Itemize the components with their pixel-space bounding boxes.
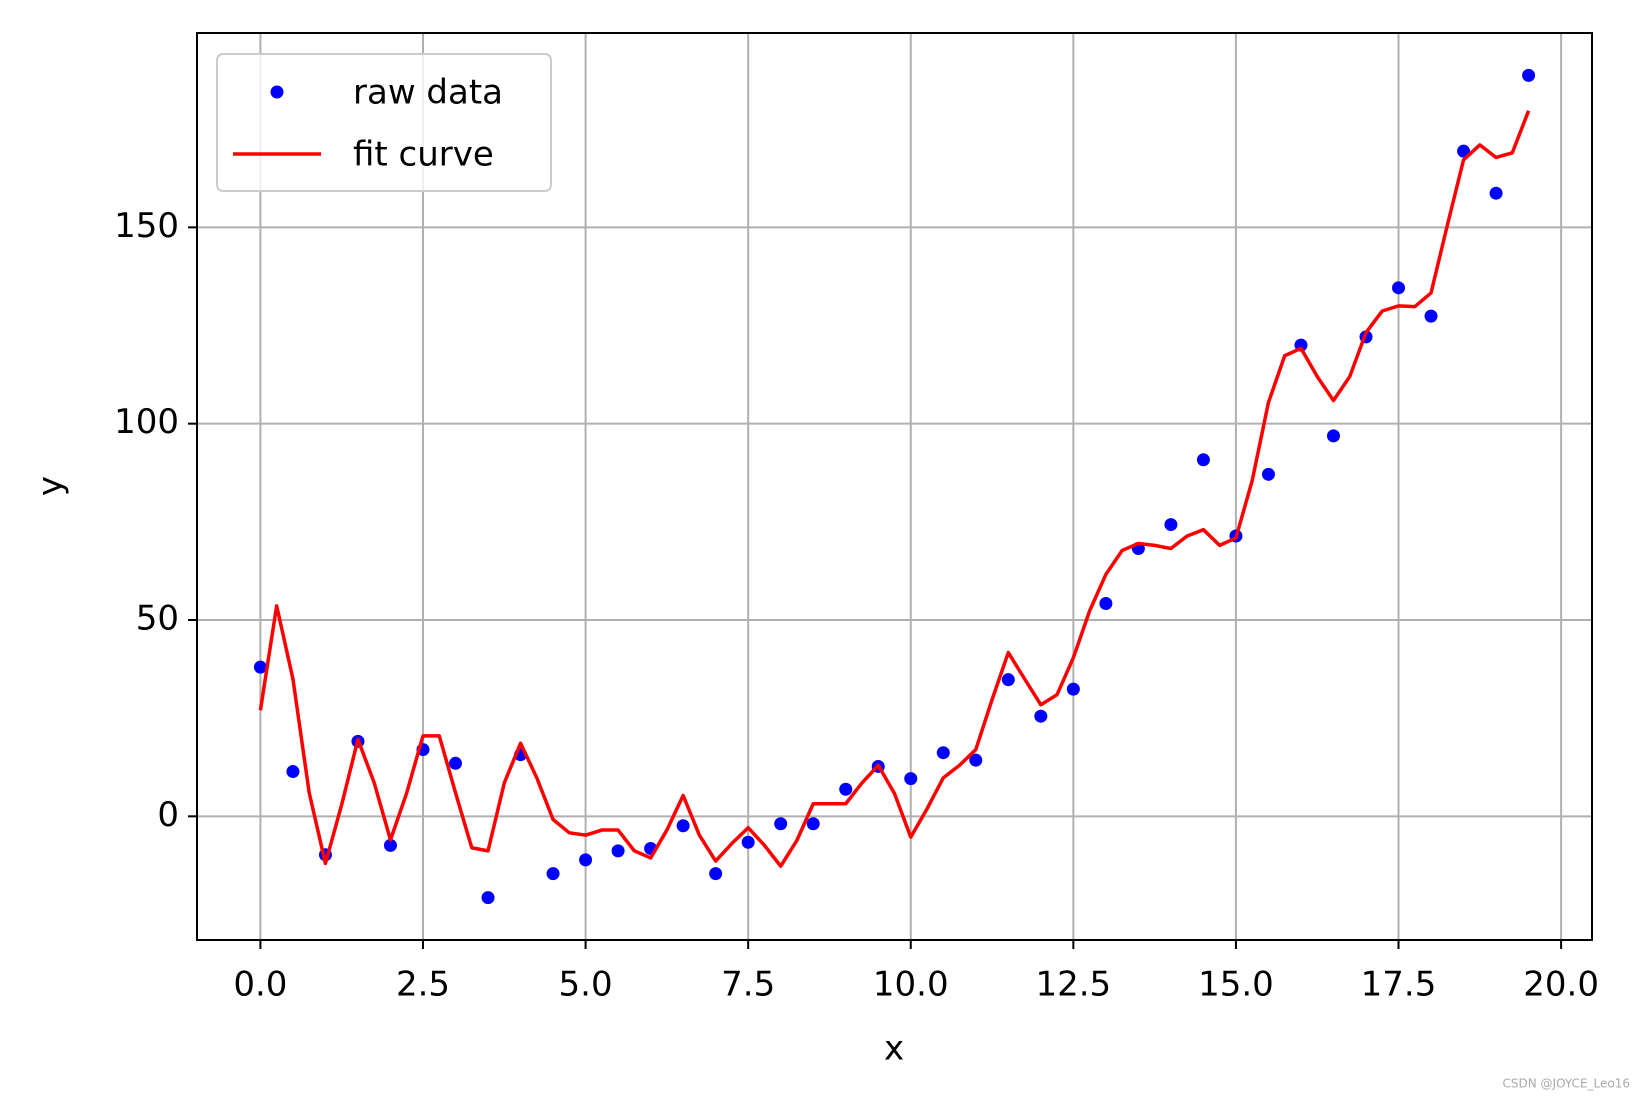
x-tick-label: 7.5 [721,965,775,1005]
watermark: CSDN @JOYCE_Leo16 [1503,1077,1630,1091]
y-tick-label: 150 [114,206,179,246]
x-tick-label: 5.0 [559,965,613,1005]
x-tick-label: 17.5 [1361,965,1437,1005]
fit-line [258,110,1531,868]
data-point [286,765,300,779]
data-point [904,772,918,786]
legend-label: fit curve [353,135,494,175]
data-point [579,853,593,867]
plot-frame [196,32,1593,941]
x-tick-label: 2.5 [396,965,450,1005]
data-point [1066,682,1080,696]
legend-swatch [270,85,284,99]
data-point [481,891,495,905]
y-tick-label: 50 [136,598,179,638]
data-point [1522,68,1536,82]
data-point [1261,467,1275,481]
data-point [969,753,983,767]
data-point [1457,144,1471,158]
data-point [383,838,397,852]
data-point [253,660,267,674]
data-point [1326,429,1340,443]
x-tick-label: 0.0 [233,965,287,1005]
data-point [546,867,560,881]
data-point [1489,186,1503,200]
x-axis-label: x [884,1029,904,1069]
data-point [449,756,463,770]
data-point [1164,518,1178,532]
y-tick-label: 0 [157,795,179,835]
legend-box [216,53,552,192]
data-point [1424,309,1438,323]
data-point [676,819,690,833]
data-point [839,782,853,796]
data-point [936,746,950,760]
marks [253,68,1536,905]
x-tick-label: 20.0 [1523,965,1599,1005]
y-axis-label: y [31,476,71,496]
data-point [709,867,723,881]
data-point [806,817,820,831]
x-tick-label: 15.0 [1198,965,1274,1005]
data-point [1099,597,1113,611]
x-tick-label: 10.0 [873,965,949,1005]
data-point [741,835,755,849]
data-point [611,844,625,858]
legend-label: raw data [353,73,503,113]
x-tick-label: 12.5 [1035,965,1111,1005]
data-point [1392,281,1406,295]
data-point [774,817,788,831]
legend: raw data fit curve [216,53,552,192]
grid [197,33,1592,940]
data-point [1001,673,1015,687]
data-point [1196,453,1210,467]
y-tick-label: 100 [114,402,179,442]
data-point [1034,709,1048,723]
